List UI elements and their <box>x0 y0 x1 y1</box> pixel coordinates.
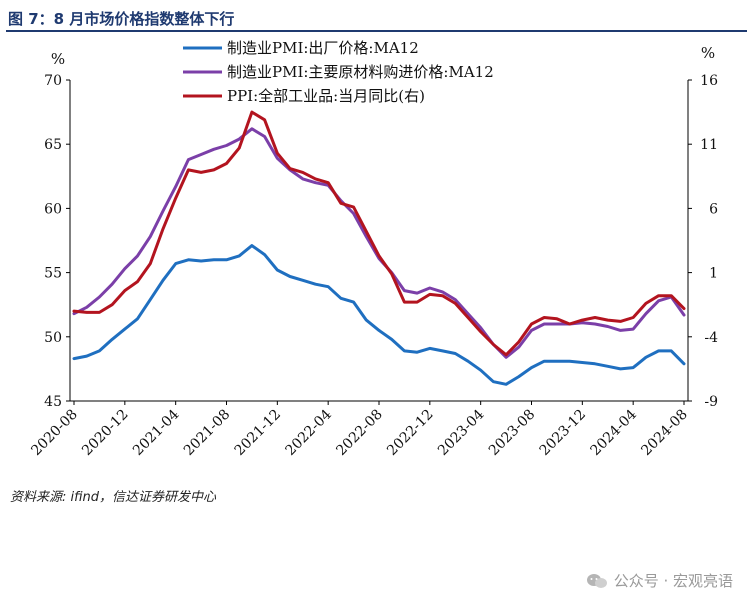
y-right-tick-label: 11 <box>700 137 718 153</box>
y-left-tick-label: 45 <box>44 394 62 410</box>
chart-title: 图 7：8 月市场价格指数整体下行 <box>8 10 235 28</box>
series-line-1 <box>72 244 686 386</box>
y-right-tick-label: 6 <box>709 201 718 217</box>
x-tick-label: 2023-04 <box>435 406 488 459</box>
legend-label-3: PPI:全部工业品:当月同比(右) <box>227 87 425 105</box>
y-left-tick-label: 55 <box>44 266 62 282</box>
y-left-tick-label: 50 <box>44 330 62 346</box>
legend-label-1: 制造业PMI:出厂价格:MA12 <box>227 39 419 57</box>
y-right-tick-label: -9 <box>704 394 718 410</box>
title-divider <box>6 30 747 32</box>
x-tick-label: 2024-08 <box>638 407 690 459</box>
chart-series <box>72 110 686 386</box>
x-tick-label: 2023-08 <box>486 407 538 459</box>
watermark-text: 公众号 · 宏观亮语 <box>613 572 733 590</box>
y-left-unit: % <box>51 50 65 68</box>
x-tick-label: 2024-04 <box>588 406 641 459</box>
y-right-tick-label: -4 <box>704 330 718 346</box>
y-right-unit: % <box>701 44 715 62</box>
y-left-tick-label: 70 <box>44 73 62 89</box>
x-tick-label: 2022-12 <box>384 407 436 459</box>
x-tick-label: 2020-08 <box>28 407 80 459</box>
x-tick-label: 2022-04 <box>283 406 336 459</box>
x-tick-label: 2020-12 <box>79 407 131 459</box>
y-right-tick-label: 1 <box>709 266 718 282</box>
x-tick-label: 2021-04 <box>130 406 183 459</box>
chart-legend: 制造业PMI:出厂价格:MA12 制造业PMI:主要原材料购进价格:MA12 PPI… <box>183 39 494 105</box>
y-left-tick-label: 60 <box>44 201 62 217</box>
series-line-2 <box>72 127 686 359</box>
legend-label-2: 制造业PMI:主要原材料购进价格:MA12 <box>227 63 494 81</box>
watermark: 公众号 · 宏观亮语 <box>586 570 733 591</box>
x-tick-label: 2021-12 <box>232 407 284 459</box>
x-tick-label: 2022-08 <box>333 407 385 459</box>
y-left-tick-label: 65 <box>44 137 62 153</box>
x-tick-label: 2021-08 <box>181 407 233 459</box>
source-note: 资料来源: ifind，信达证券研发中心 <box>10 490 217 505</box>
wechat-icon <box>586 573 607 588</box>
series-line-3 <box>72 110 686 357</box>
y-right-tick-label: 16 <box>700 73 718 89</box>
x-tick-label: 2023-12 <box>537 407 589 459</box>
